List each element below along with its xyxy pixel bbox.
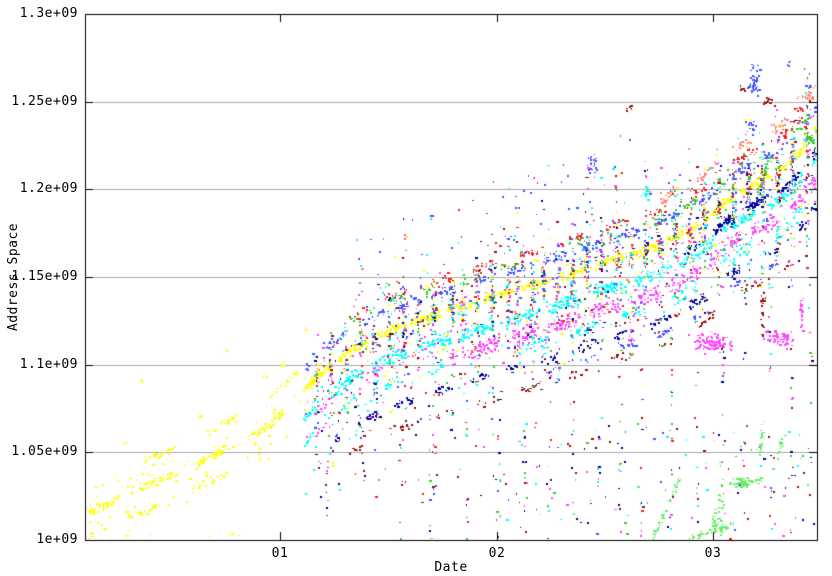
x-tick-label: 03 (704, 546, 722, 561)
y-tick-label: 1.3e+09 (19, 6, 78, 21)
y-tick-label: 1.25e+09 (11, 94, 78, 109)
x-tick-label: 01 (271, 546, 289, 561)
x-axis-title: Date (434, 560, 468, 575)
y-tick-label: 1.05e+09 (11, 444, 78, 459)
x-tick-label: 02 (488, 546, 506, 561)
y-tick-label: 1.15e+09 (11, 269, 78, 284)
y-tick-label: 1.1e+09 (19, 357, 78, 372)
y-tick-label: 1e+09 (36, 532, 78, 547)
y-tick-label: 1.2e+09 (19, 181, 78, 196)
